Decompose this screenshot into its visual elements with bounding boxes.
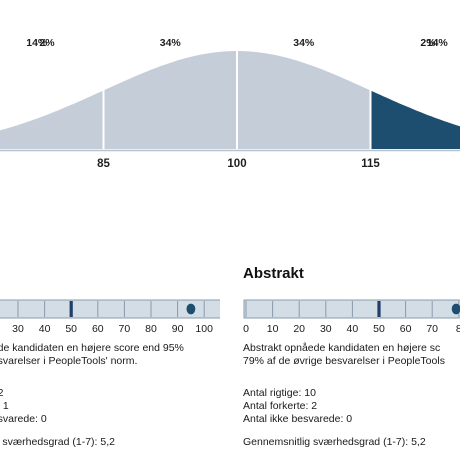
bell-band-70-85 [0,89,104,150]
scale-tick-label: 60 [400,323,412,335]
result-text-line-2: 79% af de øvrige besvarelser i PeopleToo… [243,355,445,368]
scale-tick-label: 30 [12,323,24,335]
wrong-count: Antal forkerte: 2 [243,400,317,413]
blank-count: Antal ikke besvarede: 0 [243,413,352,426]
score-marker [187,304,196,315]
percentage-label: 2% [420,37,436,49]
bell-band-100-115 [237,50,371,150]
scale-tick-label: 70 [426,323,438,335]
scale-tick-label: 0 [243,323,249,335]
iq-tick-labels: 7085100115130 [0,158,460,170]
scale-tick-label: 30 [320,323,332,335]
verbal-result-panel: 30 40 50 60 70 80 90 100 åede kandidaten en høj… [0,262,220,462]
scale-tick-label: 70 [119,323,131,335]
scale-tick-label: 10 [267,323,279,335]
score-scale: 0 10 20 30 40 50 60 70 8 [243,298,460,340]
bell-curve-chart: 2%14%34%34%14%2% 7085100115130 [0,0,460,190]
percentage-label: 14% [26,37,48,49]
iq-tick-label: 115 [361,158,380,170]
result-text-line-2: besvarelser i PeopleTools' norm. [0,355,137,368]
blank-count: besvarede: 0 [0,413,47,426]
bell-band-115-130 [371,89,460,150]
percentage-label: 34% [160,37,182,49]
scale-tick-label: 100 [195,323,213,335]
result-text-line-1: Abstrakt opnåede kandidaten en højere sc [243,342,440,355]
scale-tick-label: 50 [65,323,77,335]
percentage-labels: 2%14%34%34%14%2% [26,37,448,49]
correct-count: : 12 [0,387,4,400]
scale-tick-label: 60 [92,323,104,335]
scale-tick-label: 80 [145,323,157,335]
iq-tick-label: 85 [97,158,110,170]
panel-title: Abstrakt [243,262,460,286]
percentage-label: 34% [293,37,315,49]
norm-marker [377,301,380,317]
scale-tick-label: 20 [293,323,305,335]
iq-tick-label: 100 [227,158,246,170]
scale-tick-label: 90 [172,323,184,335]
bell-curve-bands [0,50,460,150]
result-text-line-1: åede kandidaten en højere score end 95% [0,342,184,355]
panel-title [0,262,220,286]
scale-tick-label: 50 [373,323,385,335]
norm-marker [70,301,73,317]
difficulty-average: tlig sværhedsgrad (1-7): 5,2 [0,436,115,449]
difficulty-average: Gennemsnitlig sværhedsgrad (1-7): 5,2 [243,436,426,449]
scale-tick-label: 40 [39,323,51,335]
wrong-count: ke: 1 [0,400,9,413]
bell-band-85-100 [104,50,238,150]
scale-tick-label: 40 [347,323,359,335]
correct-count: Antal rigtige: 10 [243,387,316,400]
score-scale: 30 40 50 60 70 80 90 100 [0,298,220,340]
abstract-result-panel: Abstrakt 0 10 20 30 40 50 60 70 8 Abstrakt opnåe… [243,262,460,462]
scale-tick-label: 8 [456,323,460,335]
